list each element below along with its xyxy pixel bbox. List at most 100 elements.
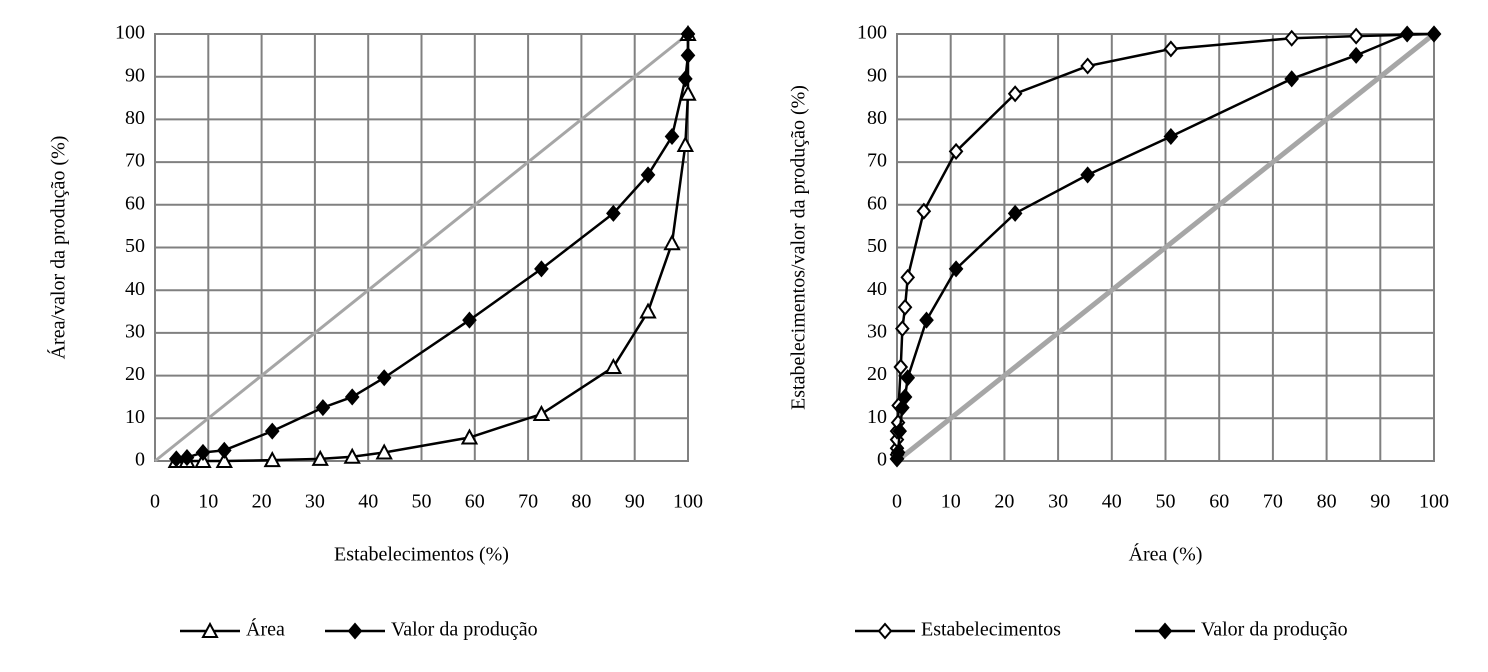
marker — [1007, 204, 1023, 222]
marker — [343, 447, 361, 464]
y-axis-label: Estabelecimentos/valor da produção (%) — [788, 85, 810, 410]
marker — [900, 369, 916, 387]
x-tick-label: 100 — [1419, 491, 1449, 513]
marker — [216, 441, 232, 459]
equality-line — [154, 32, 689, 463]
legend-label: Valor da produção — [391, 619, 538, 641]
marker — [311, 449, 329, 466]
marker — [263, 451, 281, 468]
marker — [640, 166, 656, 184]
x-tick-label: 0 — [892, 491, 902, 513]
marker — [676, 135, 695, 153]
legend-marker — [877, 622, 893, 640]
marker — [890, 443, 906, 461]
x-tick-label: 10 — [198, 491, 218, 513]
x-tick-label: 40 — [1102, 491, 1122, 513]
x-tick-label: 80 — [571, 491, 591, 513]
marker — [948, 142, 964, 160]
y-tick-label: 10 — [867, 406, 887, 428]
y-tick-label: 90 — [867, 64, 887, 86]
x-tick-label: 60 — [1209, 491, 1229, 513]
x-tick-label: 70 — [518, 491, 538, 513]
x-tick-label: 20 — [252, 491, 272, 513]
x-tick-label: 80 — [1317, 491, 1337, 513]
x-tick-label: 90 — [1370, 491, 1390, 513]
y-tick-label: 100 — [115, 22, 145, 44]
y-tick-label: 30 — [125, 320, 145, 342]
marker — [264, 422, 280, 440]
marker — [948, 260, 964, 278]
x-tick-label: 50 — [1156, 491, 1176, 513]
y-tick-label: 100 — [857, 22, 887, 44]
marker — [680, 25, 696, 43]
y-tick-label: 0 — [135, 449, 145, 471]
marker — [195, 443, 211, 461]
y-tick-label: 80 — [867, 107, 887, 129]
marker — [376, 369, 392, 387]
marker — [893, 358, 909, 376]
y-tick-label: 80 — [125, 107, 145, 129]
marker — [179, 449, 195, 467]
y-tick-label: 90 — [125, 64, 145, 86]
marker — [1163, 40, 1179, 58]
x-tick-label: 0 — [150, 491, 160, 513]
y-tick-label: 20 — [867, 363, 887, 385]
plot-border — [896, 33, 1435, 462]
x-axis-label: Área (%) — [1129, 543, 1203, 566]
marker — [534, 260, 549, 278]
marker — [532, 404, 551, 422]
marker — [679, 84, 697, 101]
x-tick-label: 30 — [305, 491, 325, 513]
marker — [169, 450, 184, 468]
chart: 0 10 20 30 40 50 60 70 80 90 100 0 10 20 30 40 50 60 70 80 9… — [47, 22, 703, 641]
marker — [344, 388, 360, 406]
marker — [375, 443, 393, 460]
y-tick-label: 30 — [867, 320, 887, 342]
marker — [892, 422, 908, 440]
y-tick-label: 50 — [867, 235, 887, 257]
marker — [1426, 25, 1442, 43]
marker — [1080, 166, 1095, 184]
marker — [639, 302, 657, 319]
equality-line — [895, 32, 1436, 463]
y-tick-label: 10 — [125, 406, 145, 428]
marker — [664, 127, 680, 146]
x-tick-label: 100 — [673, 491, 703, 513]
y-tick-label: 40 — [867, 278, 887, 300]
marker — [678, 70, 693, 88]
marker — [919, 311, 934, 329]
series-line — [176, 34, 690, 461]
x-tick-label: 10 — [941, 491, 961, 513]
y-tick-label: 0 — [877, 449, 887, 471]
series-line — [176, 34, 690, 463]
legend-marker — [201, 621, 219, 638]
marker — [680, 46, 696, 64]
marker — [1284, 70, 1300, 88]
x-tick-label: 60 — [465, 491, 485, 513]
x-tick-label: 90 — [625, 491, 645, 513]
marker — [604, 357, 623, 375]
marker — [663, 234, 681, 251]
plot-border — [154, 33, 689, 462]
x-tick-label: 40 — [358, 491, 378, 513]
y-tick-label: 60 — [867, 192, 887, 214]
x-tick-label: 20 — [994, 491, 1014, 513]
x-tick-label: 50 — [412, 491, 432, 513]
y-tick-label: 70 — [867, 150, 887, 172]
marker — [1399, 25, 1415, 43]
y-tick-label: 40 — [125, 278, 145, 300]
marker — [897, 298, 913, 316]
legend-label: Valor da produção — [1201, 619, 1348, 641]
x-tick-label: 70 — [1263, 491, 1283, 513]
marker — [1348, 46, 1364, 64]
y-tick-label: 20 — [125, 363, 145, 385]
marker — [215, 451, 233, 468]
legend-marker — [347, 622, 363, 640]
marker — [916, 202, 932, 220]
y-tick-label: 60 — [125, 192, 145, 214]
marker — [460, 428, 479, 445]
x-tick-label: 30 — [1048, 491, 1068, 513]
y-axis-label: Área/valor da produção (%) — [47, 136, 70, 360]
marker — [1163, 127, 1179, 146]
